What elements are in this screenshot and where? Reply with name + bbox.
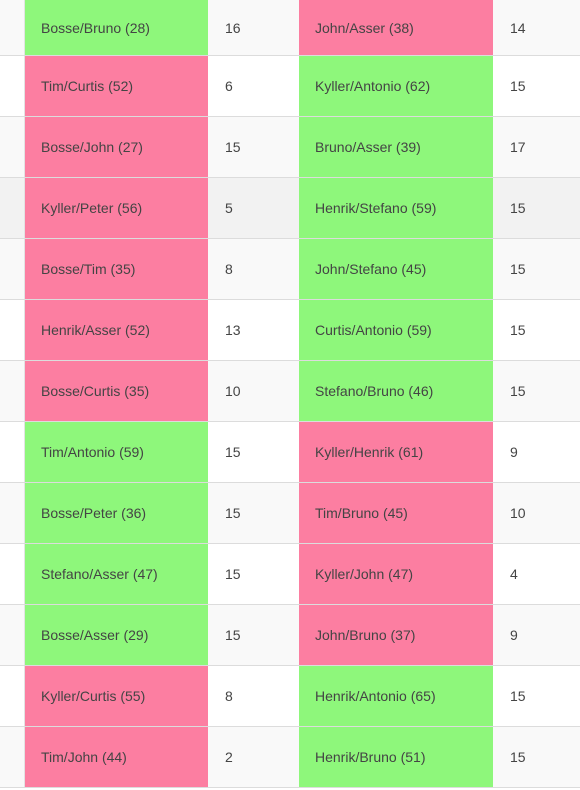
team-b-score: 15: [510, 261, 526, 277]
team-a-score: 2: [225, 749, 233, 765]
team-b-name: John/Stefano (45): [299, 239, 493, 299]
row-gutter: [0, 605, 25, 665]
row-gutter: [0, 361, 25, 421]
team-a-name: Bosse/Bruno (28): [25, 0, 208, 55]
team-b-name: Curtis/Antonio (59): [299, 300, 493, 360]
team-a-name: Bosse/Asser (29): [25, 605, 208, 665]
table-row: Stefano/Asser (47) 15 Kyller/John (47) 4: [0, 544, 580, 605]
row-gutter: [0, 56, 25, 116]
team-a-name: Stefano/Asser (47): [25, 544, 208, 604]
table-row: Bosse/Peter (36) 15 Tim/Bruno (45) 10: [0, 483, 580, 544]
team-a-name: Henrik/Asser (52): [25, 300, 208, 360]
team-b-name: Bruno/Asser (39): [299, 117, 493, 177]
table-row: Tim/Curtis (52) 6 Kyller/Antonio (62) 15: [0, 56, 580, 117]
team-a-name: Bosse/Curtis (35): [25, 361, 208, 421]
team-a-name: Tim/Antonio (59): [25, 422, 208, 482]
table-row: Tim/Antonio (59) 15 Kyller/Henrik (61) 9: [0, 422, 580, 483]
team-a-score: 6: [225, 78, 233, 94]
team-b-name: Henrik/Bruno (51): [299, 727, 493, 787]
team-b-score: 9: [510, 444, 518, 460]
row-gutter: [0, 178, 25, 238]
team-a-score: 15: [225, 505, 241, 521]
team-b-score: 14: [510, 19, 526, 36]
team-b-score: 15: [510, 322, 526, 338]
team-b-score: 15: [510, 383, 526, 399]
table-row: Bosse/Curtis (35) 10 Stefano/Bruno (46) 15: [0, 361, 580, 422]
team-b-name: Kyller/Antonio (62): [299, 56, 493, 116]
team-a-name: Bosse/John (27): [25, 117, 208, 177]
table-row: Tim/John (44) 2 Henrik/Bruno (51) 15: [0, 727, 580, 788]
team-b-score: 15: [510, 749, 526, 765]
row-gutter: [0, 117, 25, 177]
team-b-name: John/Bruno (37): [299, 605, 493, 665]
row-gutter: [0, 0, 25, 55]
team-a-name: Bosse/Tim (35): [25, 239, 208, 299]
team-a-score: 16: [225, 19, 241, 36]
team-a-score: 15: [225, 566, 241, 582]
team-b-score: 15: [510, 78, 526, 94]
team-a-name: Tim/John (44): [25, 727, 208, 787]
table-row: Kyller/Curtis (55) 8 Henrik/Antonio (65) 15: [0, 666, 580, 727]
row-gutter: [0, 483, 25, 543]
row-gutter: [0, 239, 25, 299]
team-b-score: 9: [510, 627, 518, 643]
team-a-score: 13: [225, 322, 241, 338]
table-row: Bosse/Asser (29) 15 John/Bruno (37) 9: [0, 605, 580, 666]
team-a-score: 15: [225, 139, 241, 155]
table-row: Bosse/John (27) 15 Bruno/Asser (39) 17: [0, 117, 580, 178]
table-row: Bosse/Bruno (28) 16 John/Asser (38) 14: [0, 0, 580, 56]
team-a-score: 8: [225, 261, 233, 277]
team-b-name: Henrik/Stefano (59): [299, 178, 493, 238]
row-gutter: [0, 422, 25, 482]
team-b-score: 4: [510, 566, 518, 582]
team-a-name: Kyller/Peter (56): [25, 178, 208, 238]
team-a-score: 5: [225, 200, 233, 216]
team-b-name: Tim/Bruno (45): [299, 483, 493, 543]
team-b-name: John/Asser (38): [299, 0, 493, 55]
team-b-name: Henrik/Antonio (65): [299, 666, 493, 726]
team-a-score: 8: [225, 688, 233, 704]
table-row: Kyller/Peter (56) 5 Henrik/Stefano (59) 15: [0, 178, 580, 239]
team-b-score: 15: [510, 688, 526, 704]
team-a-name: Bosse/Peter (36): [25, 483, 208, 543]
team-a-name: Kyller/Curtis (55): [25, 666, 208, 726]
row-gutter: [0, 727, 25, 787]
team-a-score: 15: [225, 627, 241, 643]
row-gutter: [0, 544, 25, 604]
team-a-score: 15: [225, 444, 241, 460]
team-b-score: 17: [510, 139, 526, 155]
team-b-score: 10: [510, 505, 526, 521]
table-row: Henrik/Asser (52) 13 Curtis/Antonio (59) 15: [0, 300, 580, 361]
team-a-score: 10: [225, 383, 241, 399]
team-b-name: Stefano/Bruno (46): [299, 361, 493, 421]
row-gutter: [0, 666, 25, 726]
team-a-name: Tim/Curtis (52): [25, 56, 208, 116]
team-b-score: 15: [510, 200, 526, 216]
team-b-name: Kyller/Henrik (61): [299, 422, 493, 482]
row-gutter: [0, 300, 25, 360]
table-row: Bosse/Tim (35) 8 John/Stefano (45) 15: [0, 239, 580, 300]
team-b-name: Kyller/John (47): [299, 544, 493, 604]
